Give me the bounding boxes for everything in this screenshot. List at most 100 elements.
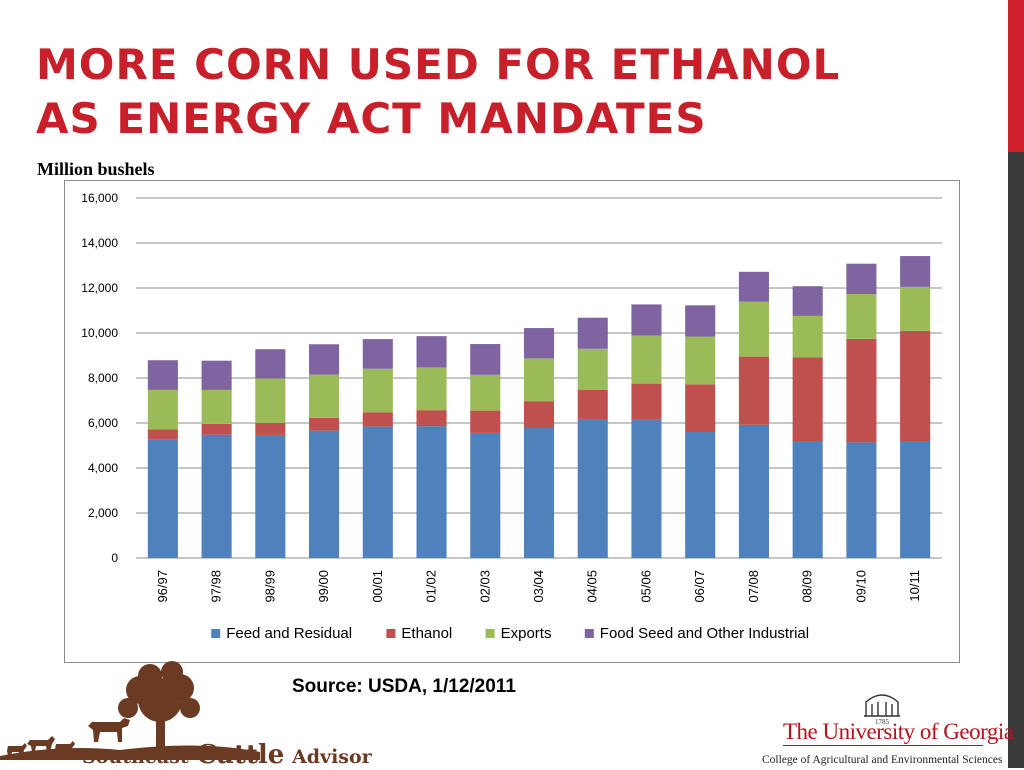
unit-label: Million bushels: [37, 159, 155, 179]
y-tick-label: 0: [111, 551, 118, 565]
bar-segment: [685, 432, 716, 558]
bar-segment: [846, 294, 877, 339]
legend-label: Exports: [501, 625, 552, 642]
southeast-cattle-advisor-logo: [0, 661, 260, 760]
x-tick-label: 08/09: [800, 570, 815, 603]
x-tick-label: 00/01: [370, 570, 385, 603]
bar-segment: [738, 424, 769, 558]
bar-segment: [362, 368, 393, 413]
bar-segment: [900, 330, 931, 441]
bar-segment: [577, 348, 608, 390]
bar-segment: [846, 263, 877, 295]
legend-swatch: [386, 629, 396, 638]
bar-segment: [147, 429, 178, 440]
bar-segment: [792, 441, 823, 558]
accent-red-block: [1008, 0, 1024, 152]
bar-segment: [738, 271, 769, 302]
x-tick-label: 06/07: [692, 570, 707, 603]
bar-segment: [792, 357, 823, 441]
bar-segment: [738, 356, 769, 425]
bar-segment: [470, 410, 501, 433]
bar-segment: [147, 439, 178, 558]
bar-segment: [201, 389, 232, 424]
sca-wordmark: Southeast Cattle Advisor: [82, 740, 372, 770]
x-tick-label: 01/02: [424, 570, 439, 603]
sca-word-southeast: Southeast: [82, 746, 189, 768]
bar-segment: [792, 315, 823, 358]
x-tick-label: 96/97: [155, 570, 170, 603]
bar-segment: [255, 434, 286, 558]
x-tick-label: 09/10: [853, 570, 868, 603]
bar-segment: [309, 417, 340, 431]
y-tick-label: 12,000: [81, 281, 118, 295]
bar-segment: [577, 419, 608, 558]
legend-label: Ethanol: [401, 625, 452, 642]
x-tick-label: 97/98: [209, 570, 224, 603]
bar-segment: [147, 360, 178, 390]
bar-segment: [362, 339, 393, 369]
bar-segment: [362, 426, 393, 558]
uga-college: College of Agricultural and Environmenta…: [762, 754, 1003, 766]
bar-segment: [577, 389, 608, 420]
bar-segment: [685, 336, 716, 385]
bar-segment: [470, 432, 501, 558]
bar-segment: [255, 378, 286, 423]
bar-segment: [309, 430, 340, 558]
bar-segment: [631, 383, 662, 420]
uga-year: 1785: [875, 718, 890, 726]
bar-segment: [416, 367, 447, 411]
uga-arch-icon: 1785: [864, 694, 900, 726]
bar-segment: [577, 317, 608, 349]
bar-segment: [900, 441, 931, 558]
bar-segment: [631, 304, 662, 336]
sca-word-advisor: Advisor: [292, 746, 372, 768]
slide-title-line-1: MORE CORN USED FOR ETHANOL: [36, 40, 841, 89]
bar-segment: [738, 301, 769, 357]
bar-segment: [523, 401, 555, 428]
bar-segment: [900, 286, 931, 331]
legend-swatch: [584, 629, 594, 638]
bar-segment: [846, 338, 877, 443]
slide-title-line-2: AS ENERGY ACT MANDATES: [36, 94, 707, 143]
bar-segment: [523, 328, 555, 359]
uga-name: The University of Georgia: [783, 719, 1014, 744]
bar-segment: [416, 336, 447, 368]
y-tick-label: 10,000: [81, 326, 118, 340]
x-tick-label: 04/05: [585, 570, 600, 603]
bar-segment: [201, 423, 232, 435]
bar-segment: [416, 426, 447, 558]
x-tick-label: 07/08: [746, 570, 761, 603]
bar-segment: [147, 389, 178, 430]
bar-segment: [255, 423, 286, 435]
stacked-bar-chart: 0 2,000 4,000 6,000 8,000 10,000 12,000 14,000 1…: [81, 191, 942, 642]
sca-word-cattle: Cattle: [196, 740, 285, 770]
x-tick-label: 02/03: [477, 570, 492, 603]
bar-segment: [900, 256, 931, 287]
bar-segment: [470, 344, 501, 375]
bar-segment: [685, 384, 716, 432]
y-tick-label: 6,000: [88, 416, 118, 430]
bar-segment: [201, 360, 232, 390]
bar-segment: [631, 419, 662, 558]
bar-segment: [255, 349, 286, 379]
bar-segment: [201, 434, 232, 558]
bar-segment: [523, 427, 555, 558]
bar-segment: [631, 335, 662, 384]
slide-title: MORE CORN USED FOR ETHANOL AS ENERGY ACT…: [36, 38, 840, 146]
source-note: Source: USDA, 1/12/2011: [292, 676, 516, 697]
x-tick-label: 05/06: [638, 570, 653, 603]
uga-divider: [783, 745, 983, 746]
y-tick-label: 4,000: [88, 461, 118, 475]
y-tick-label: 14,000: [81, 236, 118, 250]
legend-swatch: [485, 629, 495, 638]
bar-segment: [309, 374, 340, 418]
bar-segment: [416, 410, 447, 427]
legend-label: Food Seed and Other Industrial: [600, 625, 809, 642]
y-tick-label: 8,000: [88, 371, 118, 385]
bar-segment: [362, 412, 393, 427]
bar-segment: [309, 344, 340, 375]
x-tick-label: 03/04: [531, 570, 546, 603]
x-tick-label: 98/99: [262, 570, 277, 603]
x-tick-label: 10/11: [907, 570, 922, 602]
accent-sidebar: [1008, 0, 1024, 768]
